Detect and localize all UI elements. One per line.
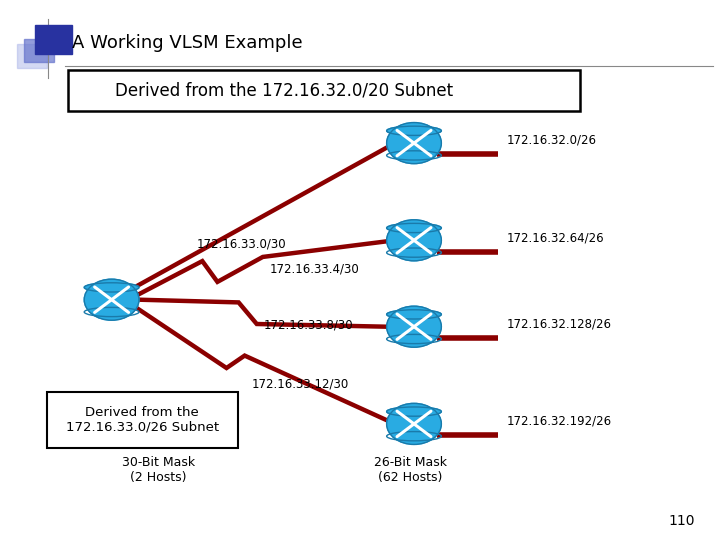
FancyBboxPatch shape (68, 70, 580, 111)
Text: 172.16.32.0/26: 172.16.32.0/26 (507, 134, 597, 147)
Text: 172.16.32.128/26: 172.16.32.128/26 (507, 318, 612, 330)
Bar (17, 44, 48, 68)
Text: 172.16.33.8/30: 172.16.33.8/30 (264, 319, 354, 332)
Text: 172.16.33.4/30: 172.16.33.4/30 (270, 262, 360, 275)
Text: 172.16.32.64/26: 172.16.32.64/26 (507, 231, 605, 244)
Text: 172.16.33.0/30: 172.16.33.0/30 (197, 238, 286, 251)
Circle shape (84, 279, 139, 320)
Text: Derived from the
172.16.33.0/26 Subnet: Derived from the 172.16.33.0/26 Subnet (66, 406, 219, 434)
Text: 26-Bit Mask
(62 Hosts): 26-Bit Mask (62 Hosts) (374, 456, 447, 484)
Bar (35, 24, 72, 54)
Text: 172.16.32.192/26: 172.16.32.192/26 (507, 415, 612, 428)
FancyBboxPatch shape (47, 392, 238, 448)
Ellipse shape (387, 407, 441, 416)
Ellipse shape (387, 310, 441, 319)
Text: 110: 110 (668, 514, 695, 528)
Text: A Working VLSM Example: A Working VLSM Example (72, 34, 302, 52)
Circle shape (387, 220, 441, 261)
Ellipse shape (387, 126, 441, 136)
Circle shape (387, 403, 441, 444)
Text: 172.16.33.12/30: 172.16.33.12/30 (252, 378, 349, 391)
Text: 30-Bit Mask
(2 Hosts): 30-Bit Mask (2 Hosts) (122, 456, 195, 484)
Ellipse shape (84, 283, 139, 292)
Text: Derived from the 172.16.32.0/20 Subnet: Derived from the 172.16.32.0/20 Subnet (114, 82, 453, 99)
Bar (24, 39, 55, 62)
Ellipse shape (387, 224, 441, 233)
Circle shape (387, 123, 441, 164)
Circle shape (387, 306, 441, 347)
